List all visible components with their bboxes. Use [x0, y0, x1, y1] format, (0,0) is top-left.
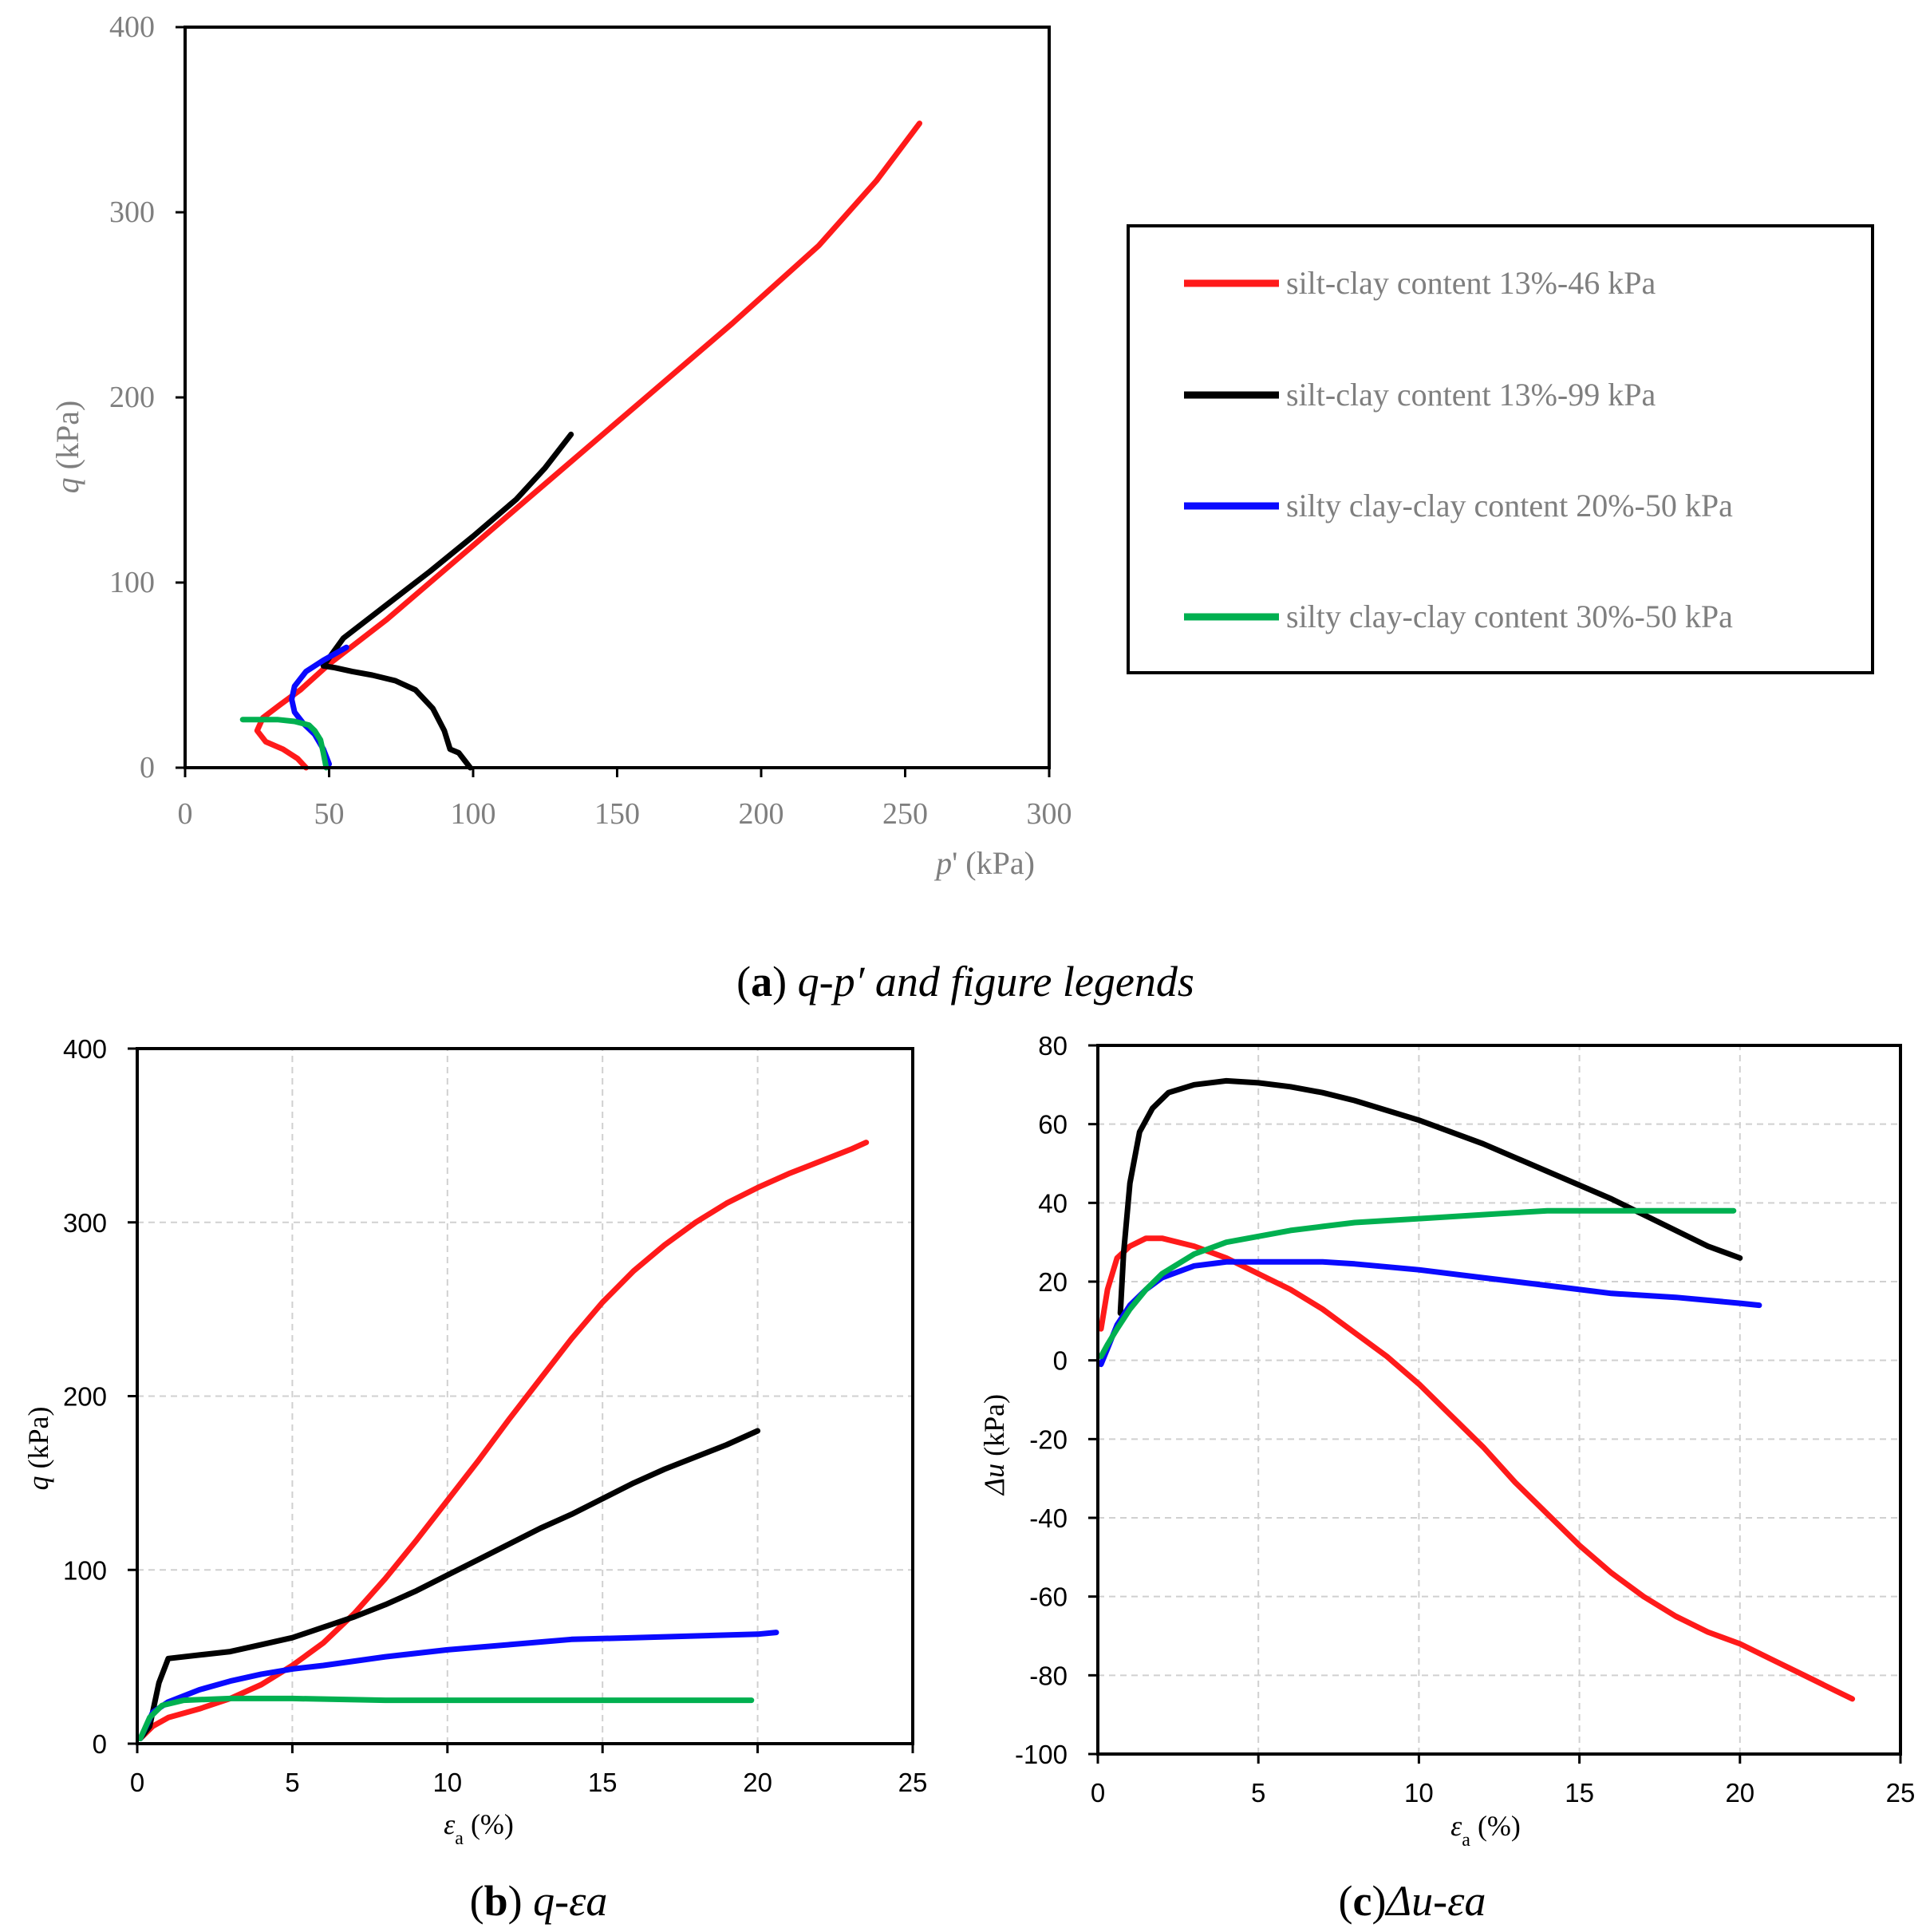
- caption-b-letter: b: [484, 1877, 508, 1925]
- panel-a-x-tick-label-2: 100: [451, 797, 496, 831]
- panel-b-y-tick-label-0: 0: [93, 1729, 107, 1759]
- panel-c-y-tick-label-0: -100: [1015, 1740, 1068, 1769]
- caption-a: (a) q-p′ and figure legends: [736, 958, 1194, 1006]
- panel-b-y-tick-label-3: 300: [63, 1208, 107, 1238]
- panel-c-y-tick-label-8: 60: [1038, 1110, 1068, 1140]
- panel-a-frame: [184, 26, 1051, 769]
- legend-label-red: silt-clay content 13%-46 kPa: [1286, 265, 1656, 301]
- panel-c-y-tick-label-1: -80: [1029, 1661, 1068, 1690]
- panel-c-x-tick-label-0: 0: [1091, 1778, 1105, 1808]
- panel-b-x-tick-label-5: 25: [898, 1768, 928, 1797]
- caption-c-letter: c: [1353, 1877, 1372, 1925]
- panel-c-x-tick-label-1: 5: [1251, 1778, 1265, 1808]
- panel-c-y-tick-label-4: -20: [1029, 1424, 1068, 1454]
- panel-c-x-tick-label-4: 20: [1725, 1778, 1754, 1808]
- panel-b-y-axis-label: q (kPa): [22, 1407, 54, 1491]
- caption-b-title: q-εa: [533, 1877, 607, 1925]
- panel-c-x-tick-label-3: 15: [1565, 1778, 1594, 1808]
- panel-a-x-tick-label-4: 200: [739, 797, 784, 831]
- panel-c-y-axis-label: Δu (kPa): [978, 1394, 1010, 1496]
- legend-box: silt-clay content 13%-46 kPa silt-clay c…: [1127, 224, 1874, 674]
- legend-frame: [1127, 224, 1874, 674]
- legend-item-black: silt-clay content 13%-99 kPa: [1184, 377, 1656, 413]
- caption-c: (c)Δu-εa: [1339, 1877, 1486, 1925]
- panel-b-x-tick-label-0: 0: [130, 1768, 144, 1797]
- panel-b-grid: [137, 1049, 913, 1744]
- panel-a-y-tick-label-4: 400: [109, 10, 155, 44]
- panel-c-plot-area: [1098, 1077, 1856, 1702]
- panel-b-series-black: [137, 1428, 761, 1741]
- panel-c-frame: [1096, 1044, 1902, 1756]
- legend-item-red: silt-clay content 13%-46 kPa: [1184, 265, 1656, 301]
- panel-c-x-axis-label: εa (%): [1450, 1810, 1521, 1851]
- panel-a-x-tick-label-6: 300: [1027, 797, 1072, 831]
- panel-b-ticks: 0 5 10 15 20 25 0 100 200 300 400: [63, 1034, 927, 1797]
- panel-b-series-green: [137, 1695, 755, 1741]
- panel-c-y-tick-label-2: -60: [1029, 1582, 1068, 1612]
- panel-b-q-strain-chart: 0 5 10 15 20 25 0 100 200 300 400 q (kPa) εa (%): [22, 1034, 927, 1849]
- panel-a-y-tick-label-3: 300: [109, 196, 155, 229]
- legend-item-green: silty clay-clay content 30%-50 kPa: [1184, 599, 1733, 634]
- panel-c-x-tick-label-5: 25: [1886, 1778, 1916, 1808]
- panel-c-series-blue: [1098, 1258, 1762, 1368]
- panel-a-series-black: [320, 431, 574, 771]
- panel-c-y-tick-label-5: 0: [1053, 1346, 1068, 1376]
- panel-a-x-tick-label-0: 0: [178, 797, 193, 831]
- panel-a-y-tick-label-2: 200: [109, 381, 155, 414]
- panel-a-y-axis-label: q (kPa): [49, 401, 85, 494]
- panel-c-y-tick-label-3: -40: [1029, 1503, 1068, 1533]
- panel-b-x-tick-label-3: 15: [588, 1768, 618, 1797]
- legend-label-black: silt-clay content 13%-99 kPa: [1286, 377, 1656, 413]
- panel-b-x-axis-label: εa (%): [444, 1808, 514, 1849]
- panel-a-ticks: 0 50 100 150 200 250 300 0 100 200 300 400: [109, 10, 1072, 831]
- panel-a-series-blue: [289, 644, 349, 767]
- panel-c-x-tick-label-2: 10: [1404, 1778, 1434, 1808]
- panel-a-x-axis-label: p' (kPa): [933, 845, 1035, 881]
- legend-item-blue: silty clay-clay content 20%-50 kPa: [1184, 488, 1733, 523]
- caption-c-title: Δu-εa: [1384, 1877, 1486, 1925]
- panel-a-y-tick-label-1: 100: [109, 566, 155, 599]
- panel-a-plot-area: [239, 121, 922, 771]
- caption-a-title: q-p′ and figure legends: [798, 958, 1194, 1006]
- panel-b-x-tick-label-2: 10: [432, 1768, 462, 1797]
- panel-b-plot-area: [137, 1140, 870, 1741]
- caption-a-letter: a: [751, 958, 772, 1006]
- panel-c-series-red: [1098, 1235, 1856, 1702]
- panel-a-y-tick-label-0: 0: [140, 751, 155, 784]
- panel-c-ticks: 0 5 10 15 20 25 -100 -80 -60 -40 -20 0 20 40 60 80: [1015, 1031, 1915, 1808]
- panel-b-y-tick-label-1: 100: [63, 1555, 107, 1585]
- panel-c-pore-pressure-chart: 0 5 10 15 20 25 -100 -80 -60 -40 -20 0 20 40 60 80 Δu (…: [978, 1031, 1915, 1851]
- legend-label-blue: silty clay-clay content 20%-50 kPa: [1286, 488, 1733, 523]
- panel-c-y-tick-label-9: 80: [1038, 1031, 1068, 1061]
- caption-b: (b) q-εa: [470, 1877, 608, 1925]
- panel-b-y-tick-label-4: 400: [63, 1034, 107, 1064]
- panel-c-series-green: [1098, 1207, 1737, 1360]
- panel-c-series-black: [1117, 1077, 1743, 1316]
- panel-b-x-tick-label-1: 5: [285, 1768, 299, 1797]
- panel-a-x-tick-label-1: 50: [314, 797, 345, 831]
- panel-b-y-tick-label-2: 200: [63, 1382, 107, 1412]
- panel-c-grid: [1098, 1045, 1900, 1754]
- panel-b-x-tick-label-4: 20: [743, 1768, 772, 1797]
- panel-b-series-blue: [137, 1630, 779, 1741]
- panel-c-y-tick-label-6: 20: [1038, 1267, 1068, 1297]
- panel-a-x-tick-label-3: 150: [594, 797, 640, 831]
- panel-a-x-tick-label-5: 250: [882, 797, 928, 831]
- panel-c-y-tick-label-7: 40: [1038, 1188, 1068, 1218]
- panel-a-series-green: [239, 717, 330, 771]
- legend-label-green: silty clay-clay content 30%-50 kPa: [1286, 599, 1733, 634]
